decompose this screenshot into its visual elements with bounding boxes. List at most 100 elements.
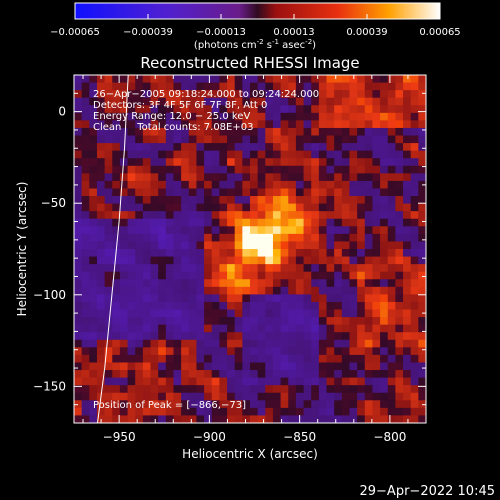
heatmap-cell bbox=[127, 392, 136, 401]
heatmap-cell bbox=[326, 127, 335, 137]
heatmap-cell bbox=[196, 211, 205, 220]
heatmap-cell bbox=[81, 317, 90, 326]
heatmap-cell bbox=[395, 203, 404, 212]
heatmap-cell bbox=[188, 347, 198, 356]
heatmap-cell bbox=[418, 233, 426, 243]
heatmap-cell bbox=[112, 407, 121, 417]
heatmap-cell bbox=[418, 158, 426, 167]
heatmap-cell bbox=[357, 294, 366, 303]
heatmap-cell bbox=[357, 112, 366, 121]
heatmap-cell bbox=[188, 324, 198, 333]
heatmap-cell bbox=[196, 112, 205, 121]
heatmap-cell bbox=[334, 203, 343, 212]
heatmap-cell bbox=[96, 377, 106, 386]
heatmap-cell bbox=[395, 143, 404, 152]
heatmap-cell bbox=[418, 279, 426, 288]
heatmap-cell bbox=[112, 256, 121, 265]
heatmap-cell bbox=[104, 271, 113, 280]
heatmap-cell bbox=[119, 233, 129, 243]
heatmap-cell bbox=[150, 339, 159, 348]
heatmap-cell bbox=[334, 347, 343, 356]
heatmap-cell bbox=[403, 75, 412, 84]
heatmap-cell bbox=[272, 332, 282, 341]
heatmap-cell bbox=[211, 150, 220, 159]
heatmap-cell bbox=[81, 165, 90, 174]
heatmap-cell bbox=[272, 105, 282, 114]
heatmap-cell bbox=[395, 97, 404, 106]
heatmap-cell bbox=[326, 218, 335, 227]
heatmap-cell bbox=[196, 173, 205, 182]
heatmap-cell bbox=[89, 218, 98, 227]
heatmap-cell bbox=[311, 377, 320, 386]
heatmap-cell bbox=[142, 332, 152, 341]
heatmap-cell bbox=[234, 188, 243, 197]
heatmap-cell bbox=[89, 347, 98, 356]
heatmap-cell bbox=[211, 256, 220, 265]
heatmap-cell bbox=[318, 400, 328, 409]
heatmap-cell bbox=[341, 82, 351, 91]
colorbar-tick-label: −0.00065 bbox=[50, 27, 100, 38]
heatmap-cell bbox=[204, 294, 213, 303]
heatmap-cell bbox=[318, 286, 328, 295]
heatmap-cell bbox=[295, 332, 305, 341]
heatmap-cell bbox=[265, 143, 274, 152]
heatmap-cell bbox=[181, 203, 190, 212]
heatmap-cell bbox=[242, 354, 251, 364]
heatmap-cell bbox=[135, 264, 144, 273]
heatmap-cell bbox=[112, 286, 121, 295]
heatmap-cell bbox=[403, 301, 412, 311]
heatmap-cell bbox=[387, 82, 396, 91]
heatmap-cell bbox=[295, 188, 305, 197]
heatmap-cell bbox=[142, 241, 152, 250]
heatmap-cell bbox=[227, 211, 236, 220]
heatmap-cell bbox=[295, 286, 305, 295]
heatmap-cell bbox=[326, 286, 335, 295]
heatmap-cell bbox=[395, 324, 404, 333]
heatmap-cell bbox=[257, 294, 266, 303]
heatmap-cell bbox=[142, 203, 152, 212]
heatmap-cell bbox=[127, 241, 136, 250]
heatmap-cell bbox=[242, 324, 251, 333]
heatmap-cell bbox=[96, 339, 106, 348]
heatmap-cell bbox=[303, 150, 312, 159]
heatmap-cell bbox=[74, 264, 83, 273]
heatmap-cell bbox=[288, 385, 297, 394]
heatmap-cell bbox=[395, 241, 404, 250]
heatmap-cell bbox=[173, 317, 182, 326]
heatmap-cell bbox=[181, 400, 190, 409]
heatmap-cell bbox=[318, 233, 328, 243]
heatmap-cell bbox=[341, 301, 351, 311]
heatmap-cell bbox=[188, 241, 198, 250]
heatmap-cell bbox=[288, 105, 297, 114]
heatmap-cell bbox=[104, 400, 113, 409]
heatmap-cell bbox=[357, 332, 366, 341]
heatmap-cell bbox=[211, 218, 220, 227]
heatmap-cell bbox=[119, 271, 129, 280]
heatmap-cell bbox=[418, 82, 426, 91]
heatmap-cell bbox=[303, 241, 312, 250]
heatmap-cell bbox=[334, 354, 343, 364]
heatmap-cell bbox=[242, 196, 251, 205]
heatmap-cell bbox=[227, 165, 236, 174]
heatmap-cell bbox=[188, 249, 198, 258]
heatmap-cell bbox=[181, 249, 190, 258]
heatmap-cell bbox=[96, 105, 106, 114]
heatmap-cell bbox=[280, 90, 289, 99]
heatmap-cell bbox=[364, 370, 374, 379]
heatmap-cell bbox=[272, 400, 282, 409]
heatmap-cell bbox=[142, 392, 152, 401]
heatmap-cell bbox=[204, 301, 213, 311]
heatmap-cell bbox=[364, 385, 374, 394]
heatmap-cell bbox=[96, 173, 106, 182]
heatmap-cell bbox=[380, 286, 389, 295]
heatmap-cell bbox=[204, 75, 213, 84]
heatmap-cell bbox=[250, 211, 259, 220]
heatmap-cell bbox=[234, 105, 243, 114]
heatmap-cell bbox=[127, 332, 136, 341]
heatmap-cell bbox=[204, 203, 213, 212]
heatmap-cell bbox=[250, 105, 259, 114]
heatmap-cell bbox=[250, 241, 259, 250]
heatmap-cell bbox=[288, 415, 297, 423]
heatmap-cell bbox=[295, 127, 305, 137]
heatmap-cell bbox=[219, 294, 228, 303]
